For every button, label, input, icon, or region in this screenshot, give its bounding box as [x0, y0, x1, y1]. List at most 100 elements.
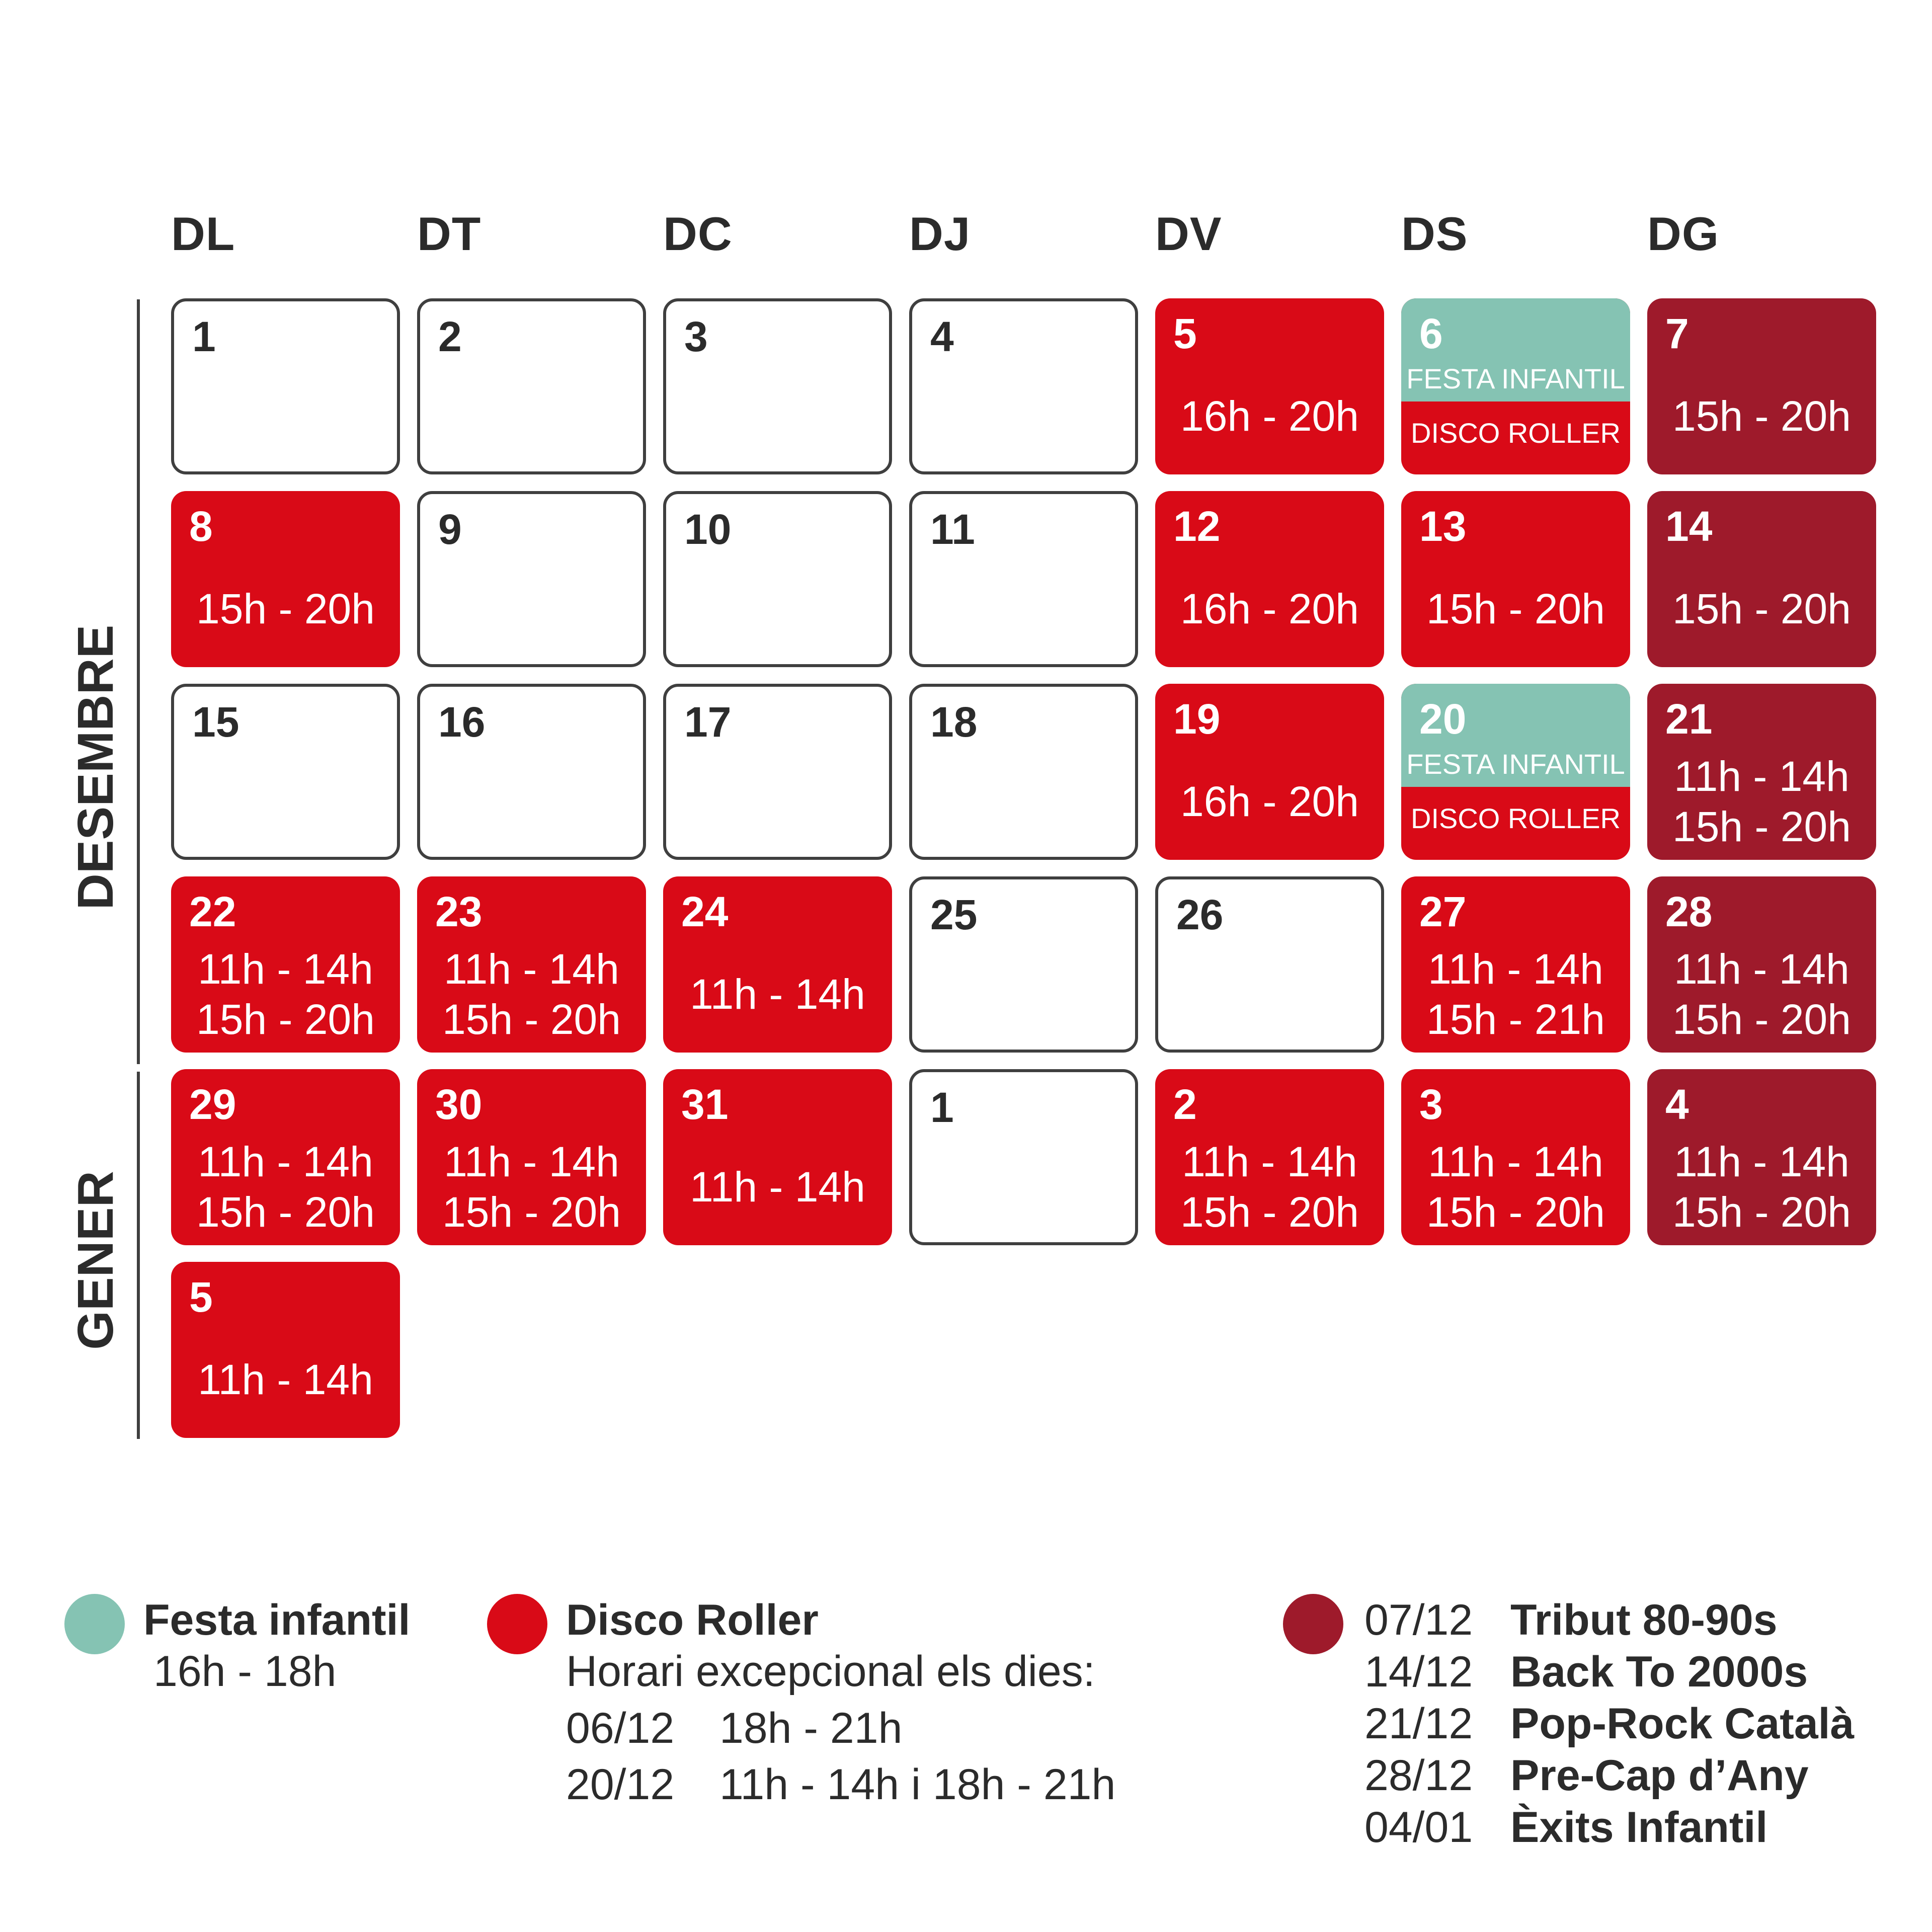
- opening-hours: 15h - 20h: [171, 555, 400, 667]
- day-cell-dark: 21 11h - 14h 15h - 20h: [1647, 684, 1876, 860]
- day-number: 5: [1173, 310, 1197, 357]
- time-range: 16h - 20h: [1180, 778, 1359, 825]
- day-cell-red: 12 16h - 20h: [1155, 491, 1384, 667]
- day-number: 21: [1665, 695, 1713, 743]
- day-number: 28: [1665, 888, 1713, 935]
- event-date: 04/01: [1364, 1803, 1473, 1852]
- opening-hours: 16h - 20h: [1155, 555, 1384, 667]
- time-range: 15h - 20h: [1672, 1188, 1851, 1236]
- day-number: 4: [1665, 1081, 1689, 1128]
- time-range: 11h - 14h: [1428, 1138, 1603, 1185]
- day-cell-red: 27 11h - 14h 15h - 21h: [1401, 876, 1630, 1053]
- day-cell-empty: 1: [171, 298, 400, 474]
- day-number: 17: [684, 698, 732, 746]
- day-cell-red: 24 11h - 14h: [663, 876, 892, 1053]
- weekday-label: DS: [1401, 207, 1468, 260]
- festa-infantil-band: 6 FESTA INFANTIL: [1401, 298, 1630, 401]
- day-cell-red: 31 11h - 14h: [663, 1069, 892, 1245]
- day-cell-empty: 10: [663, 491, 892, 667]
- day-number: 11: [930, 506, 975, 553]
- day-cell-empty: 3: [663, 298, 892, 474]
- event-name: Tribut 80-90s: [1510, 1596, 1778, 1644]
- time-range: 15h - 20h: [1180, 1188, 1359, 1236]
- month-label-gener: GENER: [67, 1171, 124, 1350]
- time-range: 15h - 20h: [196, 996, 375, 1043]
- day-number: 1: [192, 313, 216, 360]
- time-range: 15h - 20h: [1672, 996, 1851, 1043]
- day-number: 16: [438, 698, 486, 746]
- day-cell-red: 3 11h - 14h 15h - 20h: [1401, 1069, 1630, 1245]
- opening-hours: 15h - 20h: [1401, 555, 1630, 667]
- time-range: 15h - 20h: [442, 996, 621, 1043]
- weekday-label: DT: [417, 207, 481, 260]
- day-cell-red: 5 11h - 14h: [171, 1262, 400, 1438]
- event-name: Èxits Infantil: [1510, 1803, 1768, 1852]
- opening-hours: 11h - 14h 15h - 20h: [1401, 1134, 1630, 1245]
- festa-infantil-label: FESTA INFANTIL: [1406, 363, 1625, 394]
- day-number: 19: [1173, 695, 1221, 743]
- day-cell-empty: 9: [417, 491, 646, 667]
- weekday-label: DJ: [909, 207, 971, 260]
- weekday-label: DV: [1155, 207, 1222, 260]
- event-date: 07/12: [1364, 1596, 1473, 1644]
- month-divider-gener: [137, 1072, 140, 1439]
- day-cell-red: 13 15h - 20h: [1401, 491, 1630, 667]
- legend-festa-title: Festa infantil: [143, 1596, 411, 1644]
- festa-infantil-band: 20 FESTA INFANTIL: [1401, 684, 1630, 787]
- time-range: 11h - 14h: [1674, 753, 1849, 800]
- day-cell-red: 22 11h - 14h 15h - 20h: [171, 876, 400, 1053]
- day-number: 22: [189, 888, 236, 935]
- day-cell-split: 6 FESTA INFANTIL DISCO ROLLER: [1401, 298, 1630, 474]
- festa-infantil-label: FESTA INFANTIL: [1406, 748, 1625, 780]
- day-number: 7: [1665, 310, 1689, 357]
- time-range: 15h - 20h: [1672, 585, 1851, 632]
- day-cell-empty: 11: [909, 491, 1138, 667]
- day-number: 3: [684, 313, 708, 360]
- event-name: Pre-Cap d’Any: [1510, 1751, 1809, 1800]
- day-cell-red: 8 15h - 20h: [171, 491, 400, 667]
- day-number: 5: [189, 1273, 213, 1321]
- opening-hours: 11h - 14h 15h - 20h: [417, 941, 646, 1053]
- day-cell-red: 19 16h - 20h: [1155, 684, 1384, 860]
- day-number: 24: [681, 888, 729, 935]
- disco-roller-label: DISCO ROLLER: [1411, 802, 1621, 834]
- legend-disco-exception-date: 06/12: [566, 1704, 675, 1752]
- day-number: 8: [189, 503, 213, 550]
- event-swatch: [1283, 1594, 1343, 1654]
- time-range: 11h - 14h: [1428, 945, 1603, 993]
- day-number: 29: [189, 1081, 236, 1128]
- day-number: 3: [1419, 1081, 1443, 1128]
- opening-hours: 15h - 20h: [1647, 363, 1876, 474]
- time-range: 11h - 14h: [198, 1138, 373, 1185]
- opening-hours: 15h - 20h: [1647, 555, 1876, 667]
- day-cell-empty: 25: [909, 876, 1138, 1053]
- day-cell-empty: 15: [171, 684, 400, 860]
- day-cell-dark: 14 15h - 20h: [1647, 491, 1876, 667]
- time-range: 15h - 20h: [1426, 585, 1605, 632]
- day-number: 2: [438, 313, 462, 360]
- day-number: 30: [435, 1081, 482, 1128]
- day-number: 26: [1176, 891, 1224, 938]
- opening-hours: 11h - 14h 15h - 20h: [1647, 941, 1876, 1053]
- day-cell-dark: 4 11h - 14h 15h - 20h: [1647, 1069, 1876, 1245]
- time-range: 11h - 14h: [444, 1138, 619, 1185]
- day-number: 14: [1665, 503, 1713, 550]
- time-range: 11h - 14h: [1674, 1138, 1849, 1185]
- day-cell-red: 29 11h - 14h 15h - 20h: [171, 1069, 400, 1245]
- opening-hours: 11h - 14h 15h - 20h: [417, 1134, 646, 1245]
- day-cell-empty: 4: [909, 298, 1138, 474]
- time-range: 11h - 14h: [690, 971, 865, 1018]
- month-divider-desembre: [137, 299, 140, 1064]
- weekday-label: DG: [1647, 207, 1719, 260]
- time-range: 15h - 20h: [1672, 392, 1851, 440]
- opening-hours: 11h - 14h 15h - 20h: [1647, 1134, 1876, 1245]
- opening-hours: 16h - 20h: [1155, 363, 1384, 474]
- day-number: 9: [438, 506, 462, 553]
- day-cell-empty: 2: [417, 298, 646, 474]
- opening-hours: 11h - 14h 15h - 20h: [171, 941, 400, 1053]
- disco-roller-swatch: [487, 1594, 547, 1654]
- legend-disco-subtitle: Horari excepcional els dies:: [566, 1647, 1095, 1696]
- event-name: Pop-Rock Català: [1510, 1700, 1855, 1748]
- event-date: 14/12: [1364, 1648, 1473, 1696]
- event-date: 28/12: [1364, 1751, 1473, 1800]
